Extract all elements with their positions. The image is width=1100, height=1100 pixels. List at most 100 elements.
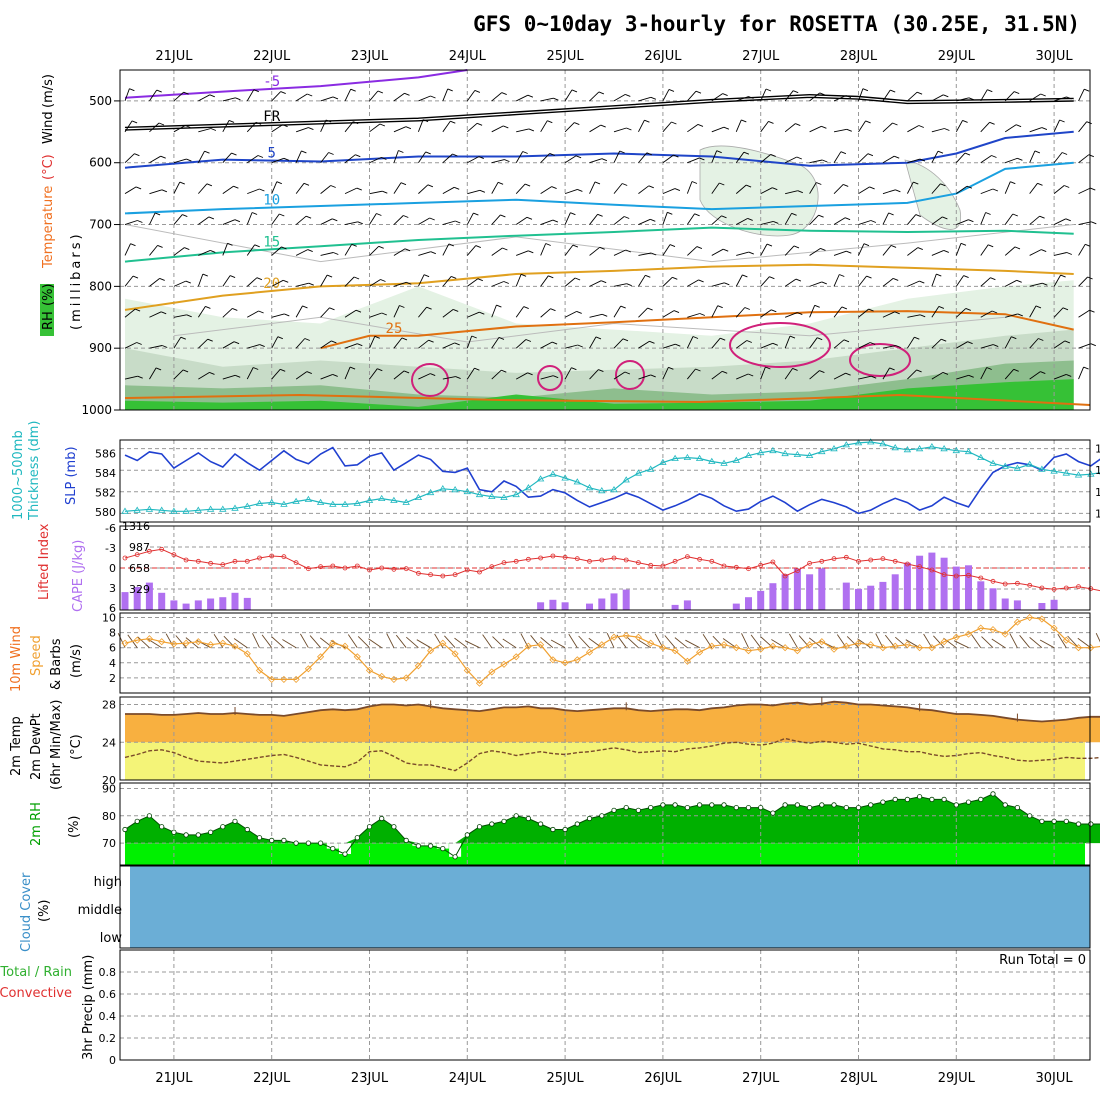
wind-barb [760, 154, 771, 164]
wind-barb [564, 89, 573, 102]
wind-barb-flag [673, 154, 679, 158]
wind-barb [613, 283, 627, 287]
thickness-marker [622, 476, 630, 483]
wind10m-marker [561, 659, 569, 667]
wind-barb-flag [843, 339, 850, 343]
wind-barb [320, 119, 327, 133]
rh2m-marker [843, 804, 849, 811]
thickness-marker [121, 507, 129, 514]
cloud-level-low: low [100, 931, 123, 946]
wind-barb-flag [723, 248, 729, 252]
wind10m-panel: 2 4 6 8 10 10m Wind Speed & Barbs (m/s) [9, 612, 1100, 694]
wind-barb [1053, 185, 1065, 194]
isotherm-label: FR [263, 109, 280, 125]
wind-barb-flag [646, 152, 652, 156]
precip-label-convective: Convective [0, 986, 72, 1001]
wind-barb [760, 243, 768, 256]
wind-barb-flag [871, 375, 877, 379]
wind-barb-flag [1064, 340, 1071, 344]
wind-barb [418, 339, 429, 349]
cape-bar [158, 592, 166, 610]
wind10m-marker [696, 648, 704, 656]
wind-barb-flag [1065, 218, 1071, 222]
wind-barb [760, 276, 770, 287]
wind-barb [760, 342, 773, 349]
wind-barb [784, 90, 794, 102]
wind-barb-flag [522, 151, 528, 154]
wind-barb [369, 190, 383, 195]
wind-barb-flag [675, 343, 681, 347]
wind-barb [369, 245, 380, 256]
wind-barb-flag [626, 283, 632, 287]
lifted-index-marker [795, 568, 800, 574]
wind-barb-flag [186, 158, 192, 162]
wind10m-marker [500, 660, 508, 668]
lifted-index-marker [978, 575, 984, 581]
wind-barb [442, 153, 453, 164]
wind-barb [417, 274, 425, 287]
wind10m-marker [158, 638, 166, 646]
thickness-tick-label: 582 [95, 487, 116, 500]
wind-barb-flag [455, 376, 461, 380]
wind-barb-flag [547, 120, 553, 124]
wind-barb-flag [895, 189, 901, 193]
wind-barb-flag [748, 373, 754, 377]
wind-barb-flag [602, 313, 608, 317]
thickness-marker [353, 499, 362, 506]
wind-barb-flag [160, 155, 166, 159]
wind-barb [1004, 246, 1016, 256]
top-date-label: 24JUL [449, 49, 487, 64]
wind10m-marker [903, 641, 911, 649]
rh2m-marker [709, 802, 715, 808]
wind-barb-flag [650, 96, 657, 100]
wind-barb [540, 375, 554, 380]
wind-barb [344, 276, 355, 287]
rh2m-marker [159, 824, 165, 830]
wind-barb [613, 183, 623, 194]
isotherm-label: 10 [263, 193, 280, 209]
wind-barb-flag [817, 337, 823, 341]
cape-bar [891, 574, 899, 610]
rh2m-grid [120, 783, 1090, 865]
wind-barb [711, 126, 725, 133]
wind10m-marker [329, 639, 337, 647]
wind-barb-flag [156, 89, 162, 93]
wind-barb-flag [282, 124, 288, 128]
wind-barb [809, 370, 820, 380]
thickness-marker [292, 497, 300, 504]
wind-barb [980, 121, 990, 133]
wind-barb [833, 217, 846, 225]
wind-barb-flag [503, 125, 509, 129]
rh2m-marker [916, 794, 923, 800]
lifted-index-marker [611, 555, 617, 561]
wind-barb [344, 244, 353, 256]
thickness-marker [500, 493, 508, 500]
wind-barb [246, 212, 253, 225]
wind-barb [124, 88, 130, 102]
wind-barb-flag [428, 339, 434, 343]
thickness-marker [377, 494, 386, 501]
wind-barb [540, 219, 554, 225]
wind-barb-flag [1090, 343, 1096, 347]
wind10m-marker [378, 672, 386, 680]
rh2m-marker [134, 818, 140, 824]
wind10m-barb [654, 633, 664, 648]
wind-barb [564, 310, 577, 318]
wind-barb [858, 153, 869, 164]
wind-barb [320, 185, 331, 194]
lifted-index-marker [305, 566, 311, 572]
precip-grid [120, 950, 1090, 1061]
wind-barb [1004, 213, 1014, 225]
wind-barb [1078, 221, 1092, 225]
rh2m-marker [696, 802, 703, 808]
wind-barb-flag [968, 97, 975, 101]
wind-barb-flag [430, 95, 436, 99]
rh2m-label: 2m RH [29, 802, 44, 846]
wind-barb-flag [960, 242, 967, 246]
wind-barb-flag [748, 96, 754, 99]
top-date-label: 28JUL [840, 49, 878, 64]
wind10m-marker [573, 656, 581, 664]
wind-barb-flag [503, 281, 509, 284]
wind-barb [564, 122, 575, 133]
wind-barb-flag [1090, 187, 1096, 191]
